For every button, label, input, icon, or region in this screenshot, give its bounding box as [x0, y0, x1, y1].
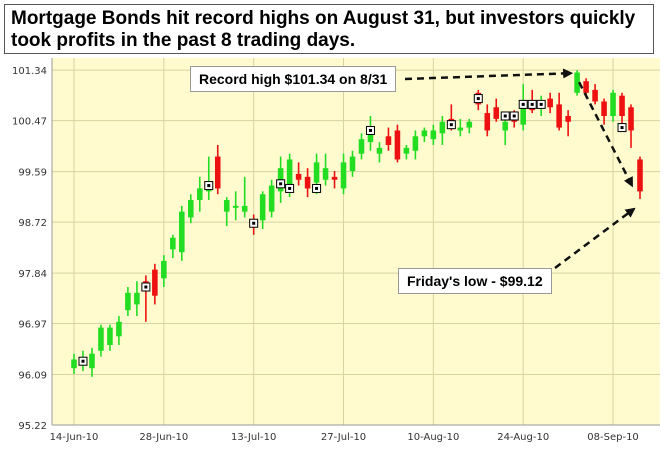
- doji-marker-dot: [207, 184, 211, 188]
- candle-body: [98, 327, 104, 351]
- doji-marker-dot: [512, 114, 516, 118]
- doji-marker-dot: [539, 102, 543, 106]
- gridlines: [52, 58, 660, 426]
- candle-body: [304, 176, 311, 189]
- candle-body: [161, 260, 167, 279]
- x-tick-label: 14-Jun-10: [50, 432, 99, 443]
- candle-body: [349, 156, 356, 172]
- candle-body: [188, 200, 194, 218]
- arrow-to-record-high: [404, 68, 574, 81]
- candle-body: [601, 101, 607, 116]
- candle-body: [134, 292, 140, 305]
- candle-body: [457, 127, 464, 131]
- candle-body: [520, 104, 526, 125]
- candle-body: [610, 92, 616, 116]
- y-tick-label: 97.84: [18, 269, 47, 280]
- candle-body: [583, 81, 589, 93]
- fridays-low-annotation: Friday's low - $99.12: [398, 268, 552, 294]
- candle-body: [565, 115, 571, 122]
- arrow-to-fridays-low: [554, 207, 636, 270]
- candle-body: [385, 136, 392, 145]
- x-tick-label: 13-Jul-10: [231, 432, 276, 443]
- candle-body: [259, 194, 266, 221]
- candle-body: [170, 237, 176, 250]
- arrows: [404, 68, 636, 270]
- candle-body: [232, 205, 239, 208]
- candle-body: [403, 147, 410, 154]
- candle-body: [637, 159, 643, 192]
- candle-body: [466, 121, 473, 128]
- candle-body: [313, 162, 320, 183]
- y-tick-label: 95.22: [18, 421, 47, 432]
- doji-marker-dot: [476, 97, 480, 101]
- doji-marker-dot: [252, 221, 256, 225]
- candle-body: [430, 130, 437, 140]
- candle-body: [268, 185, 275, 212]
- candle-body: [592, 89, 598, 102]
- x-tick-label: 08-Sep-10: [587, 432, 639, 443]
- arrow-down-trend: [577, 81, 634, 188]
- candle-body: [439, 121, 446, 134]
- candle-body: [412, 136, 419, 151]
- candle-body: [502, 121, 509, 131]
- candle-body: [179, 211, 185, 253]
- chart-title: Mortgage Bonds hit record highs on Augus…: [4, 4, 654, 54]
- y-tick-label: 98.72: [18, 218, 47, 229]
- candle-body: [295, 173, 302, 180]
- candle-body: [358, 139, 365, 154]
- candle-body: [214, 156, 221, 189]
- record-high-annotation: Record high $101.34 on 8/31: [190, 66, 397, 92]
- x-tick-label: 24-Aug-10: [497, 432, 549, 443]
- candle-body: [331, 176, 338, 180]
- doji-marker-dot: [620, 126, 624, 130]
- candle-body: [286, 159, 293, 186]
- candle-body: [394, 130, 401, 160]
- x-tick-label: 10-Aug-10: [407, 432, 459, 443]
- x-tick-label: 28-Jun-10: [139, 432, 188, 443]
- doji-marker-dot: [449, 123, 453, 127]
- candles: [71, 70, 643, 377]
- candle-body: [574, 72, 580, 93]
- candle-body: [241, 205, 248, 212]
- doji-marker-dot: [144, 285, 148, 289]
- y-tick-label: 96.97: [18, 320, 47, 331]
- candle-body: [628, 107, 634, 131]
- y-tick-label: 96.09: [18, 371, 47, 382]
- candle-body: [376, 147, 383, 154]
- doji-marker-dot: [288, 186, 292, 190]
- candle-body: [196, 188, 203, 201]
- candle-body: [421, 130, 428, 137]
- candle-body: [493, 107, 500, 119]
- y-tick-label: 99.59: [18, 168, 47, 179]
- candle-body: [484, 113, 491, 131]
- doji-marker-dot: [279, 182, 283, 186]
- doji-marker-dot: [503, 114, 507, 118]
- candle-body: [619, 95, 625, 116]
- doji-marker-dot: [315, 186, 319, 190]
- candle-body: [89, 353, 95, 369]
- candle-body: [322, 168, 329, 180]
- candle-body: [107, 327, 113, 345]
- candle-body: [116, 321, 122, 337]
- x-tick-label: 27-Jul-10: [321, 432, 366, 443]
- doji-markers: [78, 94, 627, 366]
- candle-body: [152, 269, 158, 296]
- doji-marker-dot: [521, 102, 525, 106]
- candle-body: [556, 104, 562, 128]
- candle-body: [547, 98, 553, 108]
- axes: 95.22 96.09 96.97 97.84 98.72 99.59 100.47 101.…: [12, 58, 660, 443]
- candle-body: [340, 162, 347, 189]
- candle-body: [367, 130, 374, 143]
- candle-body: [223, 200, 230, 212]
- candle-body: [71, 359, 77, 369]
- doji-marker-dot: [530, 102, 534, 106]
- y-tick-label: 100.47: [12, 117, 47, 128]
- y-tick-label: 101.34: [12, 66, 47, 77]
- doji-marker-dot: [81, 359, 85, 363]
- doji-marker-dot: [368, 128, 372, 132]
- candle-body: [125, 292, 131, 311]
